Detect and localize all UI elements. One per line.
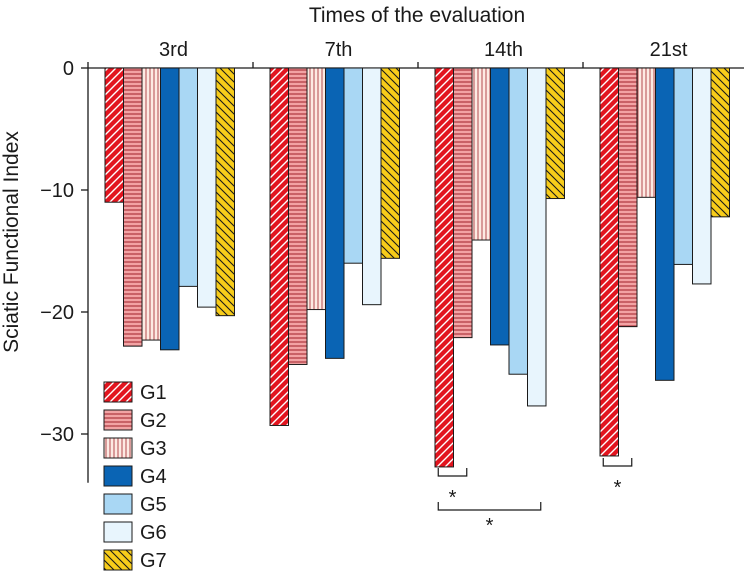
- bar-g1-7th: [269, 67, 289, 426]
- legend-swatch-g5: [103, 493, 133, 515]
- y-tick-label: −10: [40, 180, 74, 202]
- significance-bracket: [602, 458, 633, 467]
- legend-label-g3: G3: [140, 438, 167, 460]
- legend-swatch-g6: [103, 521, 133, 543]
- bar-g3-21st: [636, 67, 656, 198]
- bar-g3-14th: [471, 67, 491, 241]
- bar-g1-3rd: [104, 67, 124, 203]
- bar-g2-7th: [288, 67, 308, 365]
- legend-swatch-g4: [103, 465, 133, 487]
- bar-g4-14th: [490, 67, 510, 346]
- legend-label-g2: G2: [140, 410, 167, 432]
- bar-g7-7th: [380, 67, 400, 259]
- legend-swatch-g1: [103, 381, 133, 403]
- chart-title: Times of the evaluation: [309, 4, 525, 27]
- bar-g6-21st: [692, 67, 712, 285]
- bar-g5-21st: [673, 67, 693, 265]
- bar-g4-3rd: [160, 67, 180, 351]
- bar-g4-7th: [325, 67, 345, 359]
- legend: G1 G2 G3 G4 G5 G6 G7: [103, 381, 167, 572]
- bar-g3-3rd: [141, 67, 161, 341]
- y-axis-label: Sciatic Functional Index: [0, 131, 23, 353]
- bar-g7-3rd: [215, 67, 235, 317]
- category-label: 14th: [484, 39, 523, 61]
- bar-g1-14th: [434, 67, 454, 468]
- significance-brackets: * * *: [437, 458, 633, 537]
- bar-g4-21st: [655, 67, 675, 381]
- category-label: 7th: [325, 39, 353, 61]
- legend-swatch-g7: [103, 549, 133, 571]
- category-label: 21st: [650, 39, 688, 61]
- bar-g3-7th: [306, 67, 326, 311]
- bar-g6-14th: [527, 67, 547, 407]
- y-tick-label: 0: [63, 58, 74, 80]
- bar-g6-7th: [362, 67, 382, 306]
- bar-g5-3rd: [178, 67, 198, 287]
- bar-g7-21st: [710, 67, 730, 218]
- bar-g2-14th: [453, 67, 473, 339]
- bar-g7-14th: [545, 67, 565, 200]
- category-label: 3rd: [159, 39, 188, 61]
- legend-label-g4: G4: [140, 466, 167, 488]
- legend-label-g7: G7: [140, 550, 167, 572]
- bar-g5-7th: [343, 67, 363, 264]
- bar-g6-3rd: [197, 67, 217, 308]
- legend-label-g6: G6: [140, 522, 167, 544]
- bar-g2-3rd: [123, 67, 143, 347]
- legend-swatch-g2: [103, 409, 133, 431]
- bars: [104, 67, 730, 468]
- legend-label-g5: G5: [140, 494, 167, 516]
- significance-label: *: [486, 515, 494, 537]
- significance-label: *: [449, 487, 457, 509]
- bar-g1-21st: [599, 67, 619, 457]
- significance-label: *: [614, 477, 622, 499]
- y-tick-label: −20: [40, 302, 74, 324]
- legend-label-g1: G1: [140, 382, 167, 404]
- bar-g5-14th: [508, 67, 528, 375]
- significance-bracket: [437, 502, 542, 511]
- bar-g2-21st: [618, 67, 638, 328]
- significance-bracket: [437, 468, 468, 477]
- y-tick-label: −30: [40, 424, 74, 446]
- legend-swatch-g3: [103, 437, 133, 459]
